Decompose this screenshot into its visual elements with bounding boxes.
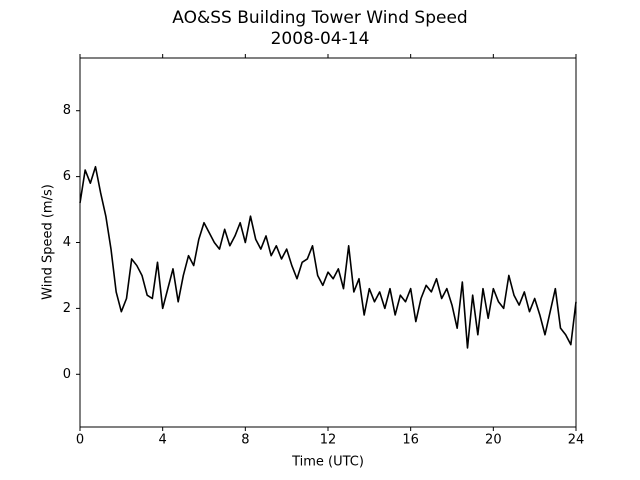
y-tick-label: 0 xyxy=(63,367,71,382)
y-axis-label: Wind Speed (m/s) xyxy=(41,184,56,300)
x-axis-label: Time (UTC) xyxy=(291,455,364,470)
y-tick-label: 4 xyxy=(63,235,71,250)
x-tick-label: 0 xyxy=(76,433,84,448)
x-tick-label: 12 xyxy=(320,433,337,448)
y-tick-label: 6 xyxy=(63,169,71,184)
wind-speed-line xyxy=(79,165,577,349)
x-tick-label: 16 xyxy=(402,433,419,448)
x-tick-label: 24 xyxy=(568,433,585,448)
plot-frame xyxy=(79,57,577,428)
chart-title: AO&SS Building Tower Wind Speed xyxy=(172,8,467,28)
y-tick-label: 2 xyxy=(63,301,71,316)
x-tick-label: 4 xyxy=(159,433,167,448)
chart-subtitle: 2008-04-14 xyxy=(271,29,370,49)
x-tick-label: 8 xyxy=(241,433,249,448)
x-tick-label: 20 xyxy=(485,433,502,448)
y-tick-label: 8 xyxy=(63,103,71,118)
